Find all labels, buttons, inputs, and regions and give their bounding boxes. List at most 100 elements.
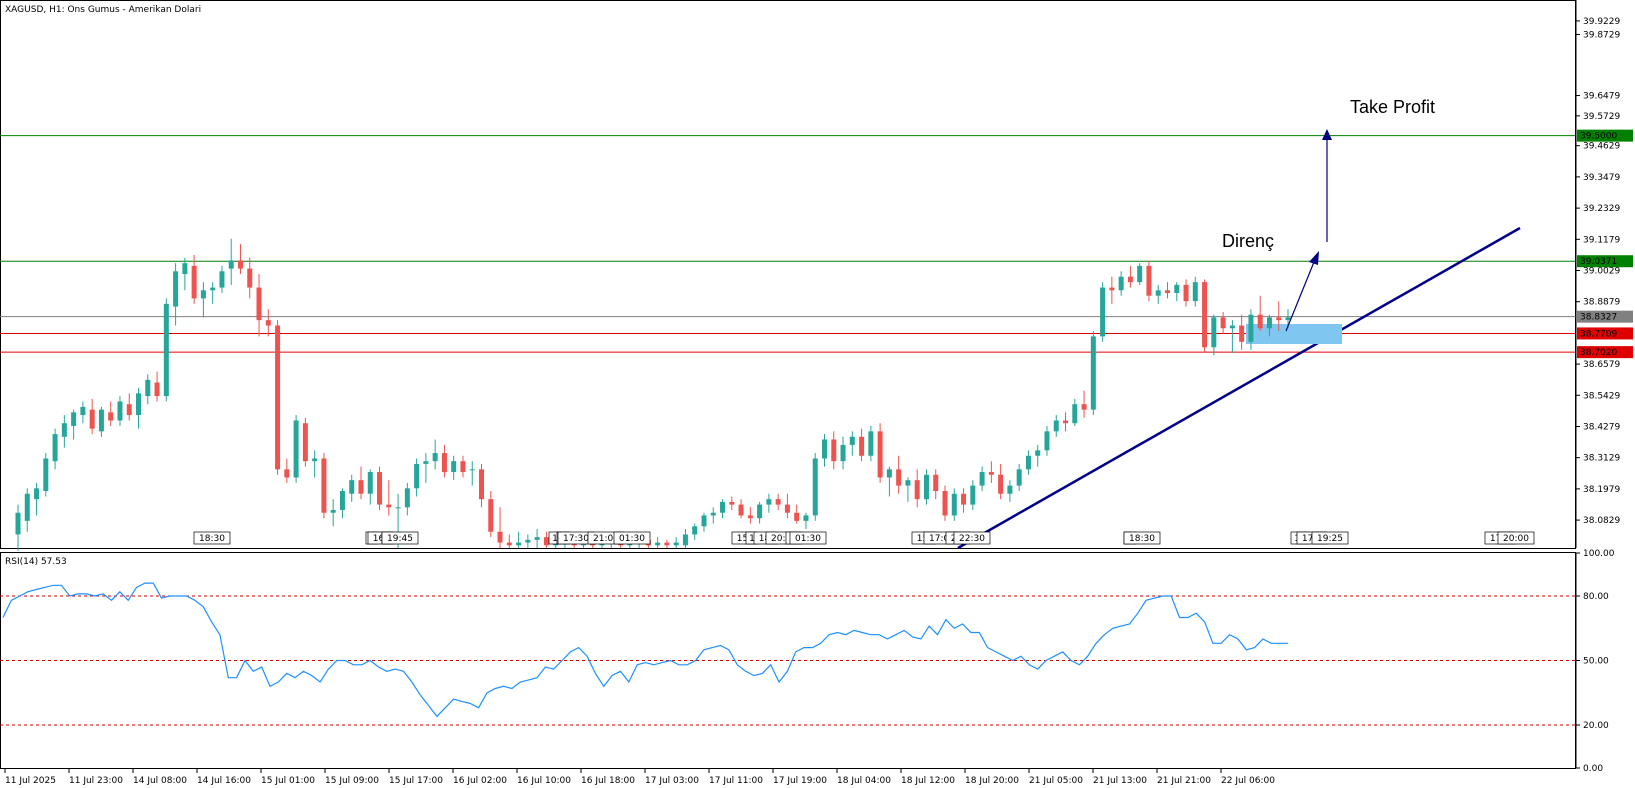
candle-body[interactable] bbox=[933, 474, 939, 492]
candle-body[interactable] bbox=[451, 461, 457, 473]
candle-body[interactable] bbox=[386, 504, 392, 508]
candle-body[interactable] bbox=[525, 539, 531, 543]
candle-body[interactable] bbox=[1035, 450, 1041, 456]
candle-body[interactable] bbox=[747, 515, 753, 519]
candle-body[interactable] bbox=[432, 453, 438, 462]
candle-body[interactable] bbox=[1183, 284, 1189, 302]
candle-body[interactable] bbox=[534, 537, 540, 540]
candle-body[interactable] bbox=[247, 268, 253, 288]
candle-body[interactable] bbox=[163, 303, 169, 397]
candle-body[interactable] bbox=[905, 480, 911, 486]
candle-body[interactable] bbox=[775, 499, 781, 505]
candle-body[interactable] bbox=[849, 436, 855, 445]
candle-body[interactable] bbox=[256, 287, 262, 321]
candle-body[interactable] bbox=[701, 515, 707, 527]
candle-body[interactable] bbox=[1007, 485, 1013, 494]
candle-body[interactable] bbox=[61, 423, 67, 437]
candle-body[interactable] bbox=[1063, 420, 1069, 424]
candle-body[interactable] bbox=[1257, 314, 1263, 329]
candle-body[interactable] bbox=[1285, 317, 1291, 321]
candle-body[interactable] bbox=[15, 512, 21, 535]
candle-body[interactable] bbox=[682, 534, 688, 546]
candle-body[interactable] bbox=[469, 469, 475, 471]
candle-body[interactable] bbox=[1016, 469, 1022, 486]
candle-body[interactable] bbox=[34, 488, 40, 500]
candle-body[interactable] bbox=[154, 382, 160, 397]
candle-body[interactable] bbox=[729, 501, 735, 505]
candle-body[interactable] bbox=[794, 512, 800, 521]
candle-body[interactable] bbox=[349, 480, 355, 494]
candle-body[interactable] bbox=[1192, 282, 1198, 302]
candle-body[interactable] bbox=[479, 469, 485, 500]
candle-body[interactable] bbox=[877, 431, 883, 478]
candle-body[interactable] bbox=[210, 287, 216, 291]
candle-body[interactable] bbox=[1146, 265, 1152, 296]
candle-body[interactable] bbox=[543, 537, 549, 546]
candle-body[interactable] bbox=[191, 265, 197, 299]
candle-body[interactable] bbox=[896, 469, 902, 486]
candle-body[interactable] bbox=[367, 472, 373, 494]
candle-body[interactable] bbox=[988, 472, 994, 475]
candle-body[interactable] bbox=[339, 491, 345, 511]
candle-body[interactable] bbox=[942, 491, 948, 516]
candle-body[interactable] bbox=[126, 404, 132, 416]
candle-body[interactable] bbox=[1044, 431, 1050, 451]
candle-body[interactable] bbox=[692, 526, 698, 535]
candle-body[interactable] bbox=[182, 263, 188, 274]
candle-body[interactable] bbox=[1025, 455, 1031, 470]
candle-body[interactable] bbox=[961, 493, 967, 505]
candle-body[interactable] bbox=[1072, 404, 1078, 424]
candle-body[interactable] bbox=[1229, 325, 1235, 329]
candle-body[interactable] bbox=[117, 401, 123, 421]
candle-body[interactable] bbox=[312, 458, 318, 462]
candle-body[interactable] bbox=[237, 260, 243, 269]
candle-body[interactable] bbox=[821, 439, 827, 459]
candle-body[interactable] bbox=[757, 504, 763, 519]
candle-body[interactable] bbox=[803, 515, 809, 521]
candle-body[interactable] bbox=[1174, 284, 1180, 293]
candle-body[interactable] bbox=[673, 542, 679, 546]
candle-body[interactable] bbox=[1081, 404, 1087, 410]
candle-body[interactable] bbox=[136, 393, 142, 416]
candle-body[interactable] bbox=[330, 510, 336, 513]
candle-body[interactable] bbox=[377, 472, 383, 505]
candle-body[interactable] bbox=[868, 431, 874, 456]
candle-body[interactable] bbox=[1155, 290, 1161, 296]
candle-body[interactable] bbox=[414, 463, 420, 489]
rsi-line[interactable] bbox=[2, 582, 1288, 718]
candle-body[interactable] bbox=[219, 271, 225, 288]
candle-body[interactable] bbox=[460, 461, 466, 473]
candle-body[interactable] bbox=[43, 458, 49, 492]
entry-zone[interactable] bbox=[1246, 324, 1342, 344]
candle-body[interactable] bbox=[321, 458, 327, 513]
candle-body[interactable] bbox=[488, 499, 494, 532]
candle-body[interactable] bbox=[293, 420, 299, 478]
candle-body[interactable] bbox=[441, 453, 447, 473]
candle-body[interactable] bbox=[404, 488, 410, 508]
candle-body[interactable] bbox=[812, 458, 818, 516]
candle-body[interactable] bbox=[655, 542, 661, 546]
candle-body[interactable] bbox=[284, 469, 290, 478]
candle-body[interactable] bbox=[979, 472, 985, 486]
candle-body[interactable] bbox=[1109, 287, 1115, 291]
candle-body[interactable] bbox=[1266, 317, 1272, 329]
candle-body[interactable] bbox=[506, 542, 512, 546]
candle-body[interactable] bbox=[497, 531, 503, 543]
candle-body[interactable] bbox=[302, 423, 308, 462]
candle-body[interactable] bbox=[1202, 282, 1208, 348]
candle-body[interactable] bbox=[265, 320, 271, 326]
candle-body[interactable] bbox=[200, 290, 206, 299]
candle-body[interactable] bbox=[358, 480, 364, 494]
candle-body[interactable] bbox=[951, 493, 957, 516]
candle-body[interactable] bbox=[970, 485, 976, 505]
candle-body[interactable] bbox=[831, 439, 837, 462]
candle-body[interactable] bbox=[52, 434, 58, 462]
candle-body[interactable] bbox=[423, 461, 429, 464]
candle-body[interactable] bbox=[1090, 336, 1096, 410]
candle-body[interactable] bbox=[886, 469, 892, 478]
candle-body[interactable] bbox=[1127, 276, 1133, 283]
candle-body[interactable] bbox=[998, 474, 1004, 494]
candle-body[interactable] bbox=[923, 474, 929, 500]
candle-body[interactable] bbox=[840, 444, 846, 462]
support-trendline[interactable] bbox=[957, 226, 1521, 550]
